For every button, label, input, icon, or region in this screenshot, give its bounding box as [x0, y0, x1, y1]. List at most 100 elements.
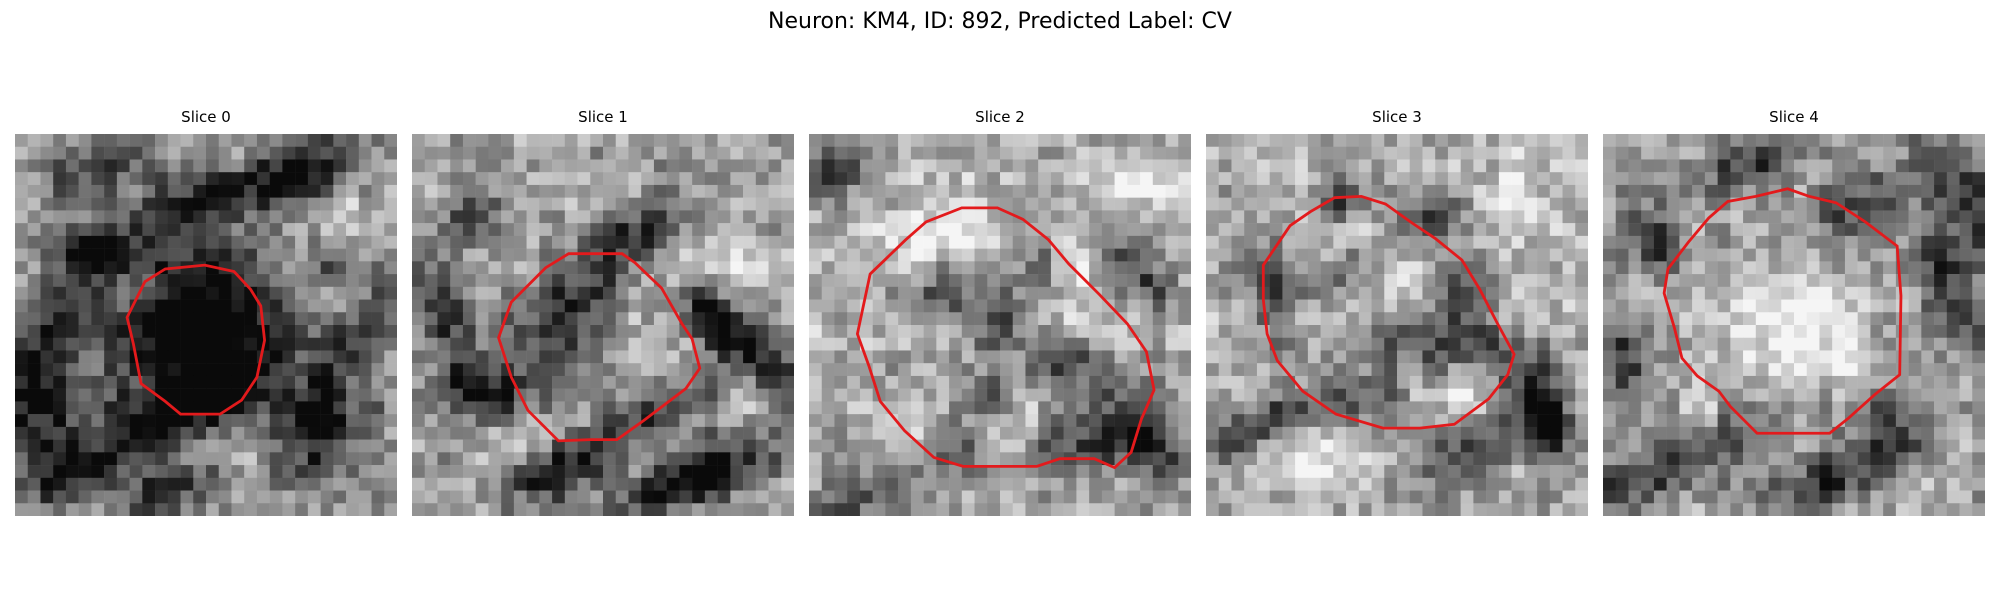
- image-pixel: [1704, 426, 1718, 440]
- image-pixel: [282, 477, 296, 491]
- image-pixel: [1050, 426, 1064, 440]
- image-pixel: [1165, 465, 1179, 479]
- image-pixel: [1666, 401, 1680, 415]
- image-pixel: [15, 134, 28, 147]
- image-pixel: [475, 426, 489, 440]
- image-pixel: [129, 274, 143, 288]
- image-pixel: [1794, 172, 1807, 186]
- image-pixel: [1371, 477, 1385, 491]
- image-pixel: [1231, 337, 1245, 351]
- image-pixel: [692, 490, 706, 504]
- image-pixel: [1832, 465, 1846, 479]
- image-pixel: [1320, 426, 1334, 440]
- image-pixel: [1704, 235, 1718, 249]
- image-pixel: [1679, 286, 1693, 300]
- image-pixel: [628, 299, 642, 313]
- image-pixel: [1653, 184, 1667, 198]
- image-pixel: [1473, 134, 1487, 147]
- image-pixel: [65, 337, 79, 351]
- image-pixel: [628, 401, 642, 415]
- image-pixel: [104, 261, 118, 275]
- image-pixel: [987, 286, 1001, 300]
- image-pixel: [1178, 477, 1191, 491]
- image-pixel: [1653, 172, 1667, 186]
- image-pixel: [1397, 477, 1410, 491]
- image-pixel: [1409, 375, 1423, 389]
- image-pixel: [1832, 388, 1846, 402]
- image-pixel: [526, 439, 540, 453]
- image-pixel: [1628, 286, 1642, 300]
- image-pixel: [462, 426, 476, 440]
- image-pixel: [295, 223, 309, 237]
- image-pixel: [949, 477, 963, 491]
- image-pixel: [1819, 452, 1833, 466]
- image-pixel: [462, 261, 476, 275]
- image-pixel: [692, 184, 706, 198]
- image-pixel: [539, 401, 553, 415]
- image-pixel: [78, 172, 92, 186]
- image-pixel: [1730, 184, 1744, 198]
- image-pixel: [1895, 414, 1909, 428]
- image-pixel: [949, 286, 963, 300]
- image-pixel: [872, 197, 886, 211]
- image-pixel: [1025, 248, 1039, 262]
- image-pixel: [1844, 426, 1858, 440]
- image-pixel: [1320, 363, 1334, 377]
- image-pixel: [320, 388, 334, 402]
- image-pixel: [269, 210, 283, 224]
- image-pixel: [1000, 235, 1013, 249]
- image-pixel: [1781, 325, 1795, 338]
- image-pixel: [206, 223, 219, 237]
- image-pixel: [603, 235, 616, 249]
- image-pixel: [167, 134, 181, 147]
- image-pixel: [704, 223, 718, 237]
- image-pixel: [628, 197, 642, 211]
- image-pixel: [564, 337, 578, 351]
- image-pixel: [1972, 159, 1985, 173]
- image-pixel: [590, 223, 604, 237]
- image-pixel: [1460, 210, 1474, 224]
- image-pixel: [821, 159, 835, 173]
- image-pixel: [936, 172, 950, 186]
- image-pixel: [1089, 184, 1103, 198]
- image-pixel: [320, 350, 334, 364]
- image-pixel: [1231, 159, 1245, 173]
- image-pixel: [1628, 490, 1642, 504]
- image-pixel: [475, 261, 489, 275]
- image-pixel: [1333, 159, 1347, 173]
- image-pixel: [256, 223, 270, 237]
- image-pixel: [1218, 401, 1232, 415]
- image-pixel: [269, 401, 283, 415]
- image-pixel: [424, 184, 438, 198]
- image-pixel: [282, 503, 296, 516]
- image-pixel: [475, 159, 489, 173]
- image-pixel: [1460, 248, 1474, 262]
- image-pixel: [307, 452, 321, 466]
- image-pixel: [1486, 274, 1500, 288]
- image-pixel: [1114, 465, 1128, 479]
- image-pixel: [1218, 452, 1232, 466]
- image-pixel: [371, 350, 385, 364]
- image-pixel: [15, 261, 28, 275]
- image-pixel: [1895, 452, 1909, 466]
- image-pixel: [552, 235, 566, 249]
- image-pixel: [1575, 503, 1588, 516]
- image-pixel: [142, 477, 156, 491]
- image-pixel: [104, 274, 118, 288]
- image-pixel: [1934, 388, 1948, 402]
- image-pixel: [1537, 325, 1551, 338]
- image-pixel: [1755, 465, 1769, 479]
- image-pixel: [193, 503, 207, 516]
- image-pixel: [1127, 248, 1141, 262]
- image-pixel: [65, 172, 79, 186]
- image-pixel: [371, 490, 385, 504]
- image-pixel: [1794, 312, 1807, 326]
- image-pixel: [987, 426, 1001, 440]
- image-pixel: [730, 503, 744, 516]
- image-pixel: [1781, 490, 1795, 504]
- image-pixel: [603, 286, 616, 300]
- image-pixel: [1562, 439, 1576, 453]
- image-pixel: [1641, 261, 1655, 275]
- image-pixel: [666, 465, 680, 479]
- image-pixel: [666, 363, 680, 377]
